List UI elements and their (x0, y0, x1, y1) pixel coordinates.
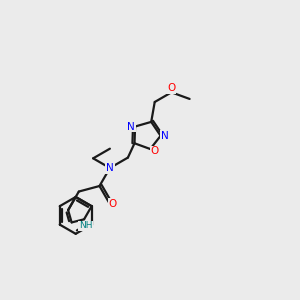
Text: NH: NH (79, 221, 92, 230)
Text: O: O (151, 146, 159, 156)
Text: N: N (127, 122, 135, 131)
Text: N: N (161, 131, 169, 141)
Text: N: N (106, 163, 114, 173)
Text: O: O (167, 83, 175, 93)
Text: O: O (109, 199, 117, 209)
